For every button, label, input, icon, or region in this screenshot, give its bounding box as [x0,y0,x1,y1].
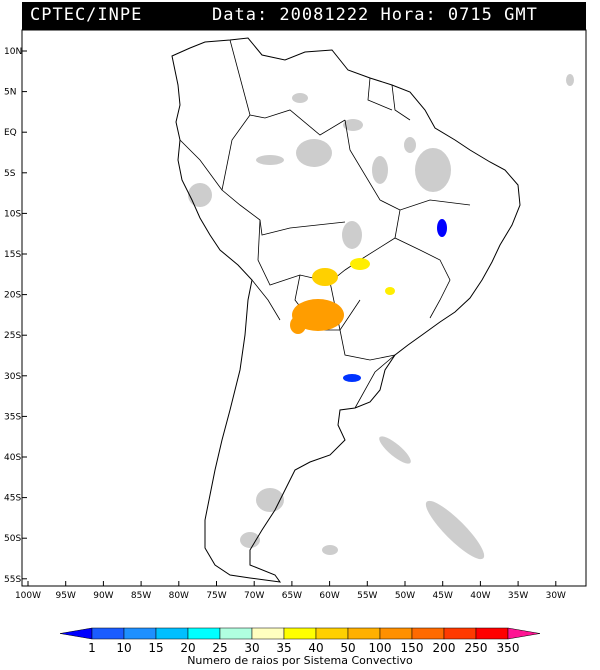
colorbar-tick-8: 50 [340,641,355,654]
lon-label-4: 80W [169,591,189,601]
colorbar-swatch-11 [411,627,445,640]
map-frame: 10N5NEQ5S10S15S20S25S30S35S40S45S50S55S … [4,29,587,601]
lon-label-9: 55W [357,591,377,601]
colorbar-swatch-3 [155,627,189,640]
lat-label-7: 25S [4,331,21,341]
lat-label-12: 50S [4,534,21,544]
lat-label-0: 10N [4,47,22,57]
date-time-label: Data: 20081222 Hora: 0715 GMT [212,5,538,25]
colorbar-swatch-14 [507,627,541,640]
convective-systems [290,219,447,382]
colorbar-swatch-9 [347,627,381,640]
colorbar-swatch-7 [283,627,317,640]
colorbar-tick-10: 150 [401,641,424,654]
lat-label-11: 45S [4,494,21,504]
colorbar-tick-9: 100 [369,641,392,654]
lat-label-2: EQ [4,128,17,138]
lon-label-3: 85W [131,591,151,601]
colorbar-swatch-1 [91,627,125,640]
latitude-labels: 10N 5N EQ 5S 10S 15S 20S 25S 30S 35S 40S 45S 50S 55S [4,47,27,585]
longitude-labels: 100W 95W 90W 85W 80W 75W 70W 65W 60W 55W 50W 45W 40W… [15,581,566,601]
colorbar-caption: Numero de raios por Sistema Convectivo [187,654,413,667]
lat-label-10: 40S [4,453,21,463]
lon-label-1: 95W [56,591,76,601]
colorbar-tick-6: 35 [276,641,291,654]
lon-label-11: 45W [433,591,453,601]
agency-label: CPTEC/INPE [30,5,143,25]
colorbar-tick-1: 10 [116,641,131,654]
convective-system-4 [385,287,395,295]
colorbar: 1 10 15 20 25 30 35 40 50 100 150 200 250 350 [59,627,541,654]
colorbar-swatch-4 [187,627,221,640]
convective-system-1 [437,219,447,237]
convective-system-3 [312,268,338,286]
colorbar-tick-13: 350 [497,641,520,654]
lon-label-12: 40W [470,591,490,601]
lat-label-9: 35S [4,412,21,422]
colorbar-tick-5: 30 [244,641,259,654]
colorbar-tick-2: 15 [148,641,163,654]
colorbar-swatch-13 [475,627,509,640]
colorbar-swatch-10 [379,627,413,640]
convective-system-6 [343,374,361,382]
lon-label-2: 90W [93,591,113,601]
colorbar-swatch-12 [443,627,477,640]
lat-label-1: 5N [4,88,16,98]
lat-label-8: 30S [4,372,21,382]
lat-label-4: 10S [4,209,21,219]
header-bar: CPTEC/INPE Data: 20081222 Hora: 0715 GMT [22,2,586,30]
colorbar-swatch-5 [219,627,253,640]
lon-label-7: 65W [282,591,302,601]
colorbar-tick-4: 25 [212,641,227,654]
lat-label-6: 20S [4,291,21,301]
colorbar-tick-7: 40 [308,641,323,654]
lon-label-8: 60W [319,591,339,601]
colorbar-tick-0: 1 [88,641,96,654]
convective-system-2 [350,258,370,270]
lon-label-14: 30W [546,591,566,601]
colorbar-swatch-0 [59,627,93,640]
colorbar-swatch-2 [123,627,157,640]
lat-label-3: 5S [4,169,16,179]
lat-label-5: 15S [4,250,21,260]
colorbar-swatch-6 [251,627,285,640]
lon-label-13: 35W [508,591,528,601]
colorbar-tick-12: 250 [465,641,488,654]
colorbar-tick-11: 200 [433,641,456,654]
lon-label-6: 70W [244,591,264,601]
colorbar-tick-3: 20 [180,641,195,654]
lon-label-5: 75W [206,591,226,601]
lon-label-10: 50W [395,591,415,601]
lon-label-0: 100W [15,591,41,601]
colorbar-swatch-8 [315,627,349,640]
lat-label-13: 55S [4,575,21,585]
